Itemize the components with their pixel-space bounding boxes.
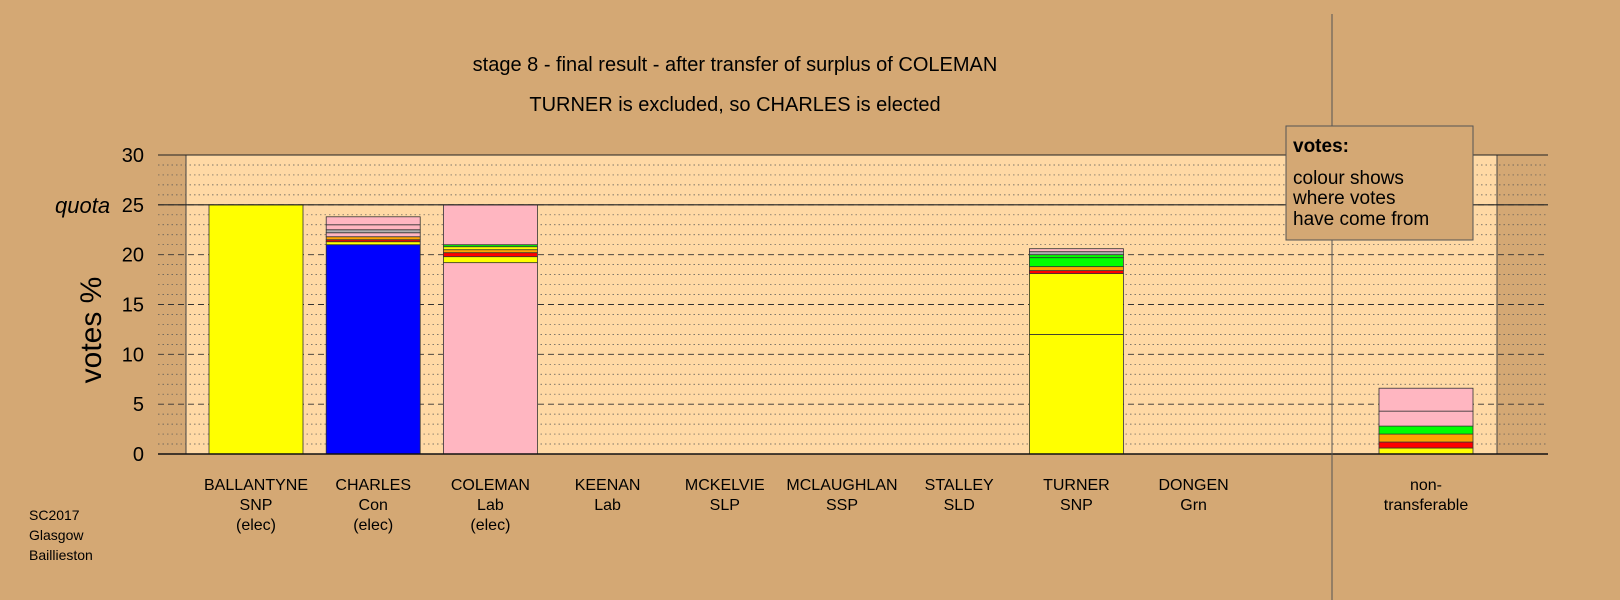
bar-nontransferable-segment [1378,447,1474,455]
bar-charles-label: (elec) [353,517,393,534]
bar-coleman-segment [442,249,538,254]
bar-nontransferable-label: transferable [1384,497,1469,514]
bar-mclaughlan-label: MCLAUGHLAN [786,477,897,494]
bar-charles-label: CHARLES [335,477,411,494]
legend-line-1: colour shows [1293,168,1404,189]
bar-coleman-segment [442,246,538,251]
y-tick-label: 0 [133,444,144,466]
bar-mclaughlan-label: SSP [826,497,858,514]
bar-coleman-segment [442,204,538,246]
y-tick-label: 20 [122,245,144,267]
y-tick-label: 30 [122,145,144,167]
bar-turner-segment [1029,333,1124,455]
bar-nontransferable-segment [1378,410,1474,427]
bar-turner-segment [1029,257,1124,268]
bar-ballantyne-label: (elec) [236,517,276,534]
bar-turner-segment [1029,254,1124,259]
bar-nontransferable-segment [1378,441,1474,449]
legend-title: votes: [1293,136,1349,157]
bar-ballantyne-segment [208,204,304,455]
chart-title: stage 8 - final result - after transfer … [473,54,998,76]
bar-dongen-label: DONGEN [1158,477,1228,494]
footer-line-1: SC2017 [29,507,80,523]
bar-stalley-label: SLD [944,497,975,514]
bar-keenan-label: KEENAN [575,477,641,494]
bar-coleman-label: COLEMAN [451,477,530,494]
footer-line-2: Glasgow [29,527,84,543]
bar-turner-segment [1029,273,1124,335]
bar-charles-segment [325,224,421,231]
bar-coleman-segment [442,252,538,258]
bar-mckelvie-label: SLP [710,497,740,514]
y-tick-label: 15 [122,295,144,317]
bar-turner-label: SNP [1060,497,1093,514]
bar-turner-segment [1029,270,1124,275]
bar-nontransferable-segment [1378,387,1474,412]
bar-charles-segment [325,241,421,246]
y-tick-label: 5 [133,394,144,416]
bar-nontransferable-label: non- [1410,477,1442,494]
legend-line-2: where votes [1292,188,1395,209]
legend-line-3: have come from [1293,209,1429,230]
bar-mckelvie-label: MCKELVIE [685,477,765,494]
y-tick-label: 10 [122,344,144,366]
chart-subtitle: TURNER is excluded, so CHARLES is electe… [529,94,940,116]
bar-turner-label: TURNER [1043,477,1110,494]
bar-coleman-segment [442,262,538,455]
footer-line-3: Baillieston [29,547,93,563]
bar-ballantyne-label: BALLANTYNE [204,477,308,494]
y-tick-labels: 0 5 10 15 20 25 30 [122,145,144,466]
bar-ballantyne-label: SNP [240,497,273,514]
category-labels: BALLANTYNE SNP (elec) CHARLES Con (elec) COLEM… [204,477,1468,534]
bar-charles-segment [325,232,421,238]
bar-dongen-label: Grn [1180,497,1207,514]
y-tick-label: 25 [122,195,144,217]
bar-turner-segment [1029,251,1124,256]
y-axis-label: votes % [75,277,108,384]
bar-charles-segment [325,216,421,226]
bar-charles-segment [325,229,421,234]
bar-stalley-label: STALLEY [925,477,994,494]
bar-charles-segment [325,244,421,455]
bar-charles-segment [325,236,421,241]
bar-coleman-label: Lab [477,497,504,514]
bar-nontransferable-segment [1378,425,1474,435]
bars-layer [208,204,1474,455]
bar-turner-segment [1029,266,1124,272]
bar-turner-segment [1029,248,1124,253]
legend-box: votes: colour shows where votes have com… [1285,125,1474,241]
bar-charles-label: Con [359,497,388,514]
bar-nontransferable-segment [1378,433,1474,443]
bar-coleman-label: (elec) [470,517,510,534]
bar-coleman-segment [442,256,538,264]
bar-keenan-label: Lab [594,497,621,514]
quota-label: quota [55,193,110,218]
